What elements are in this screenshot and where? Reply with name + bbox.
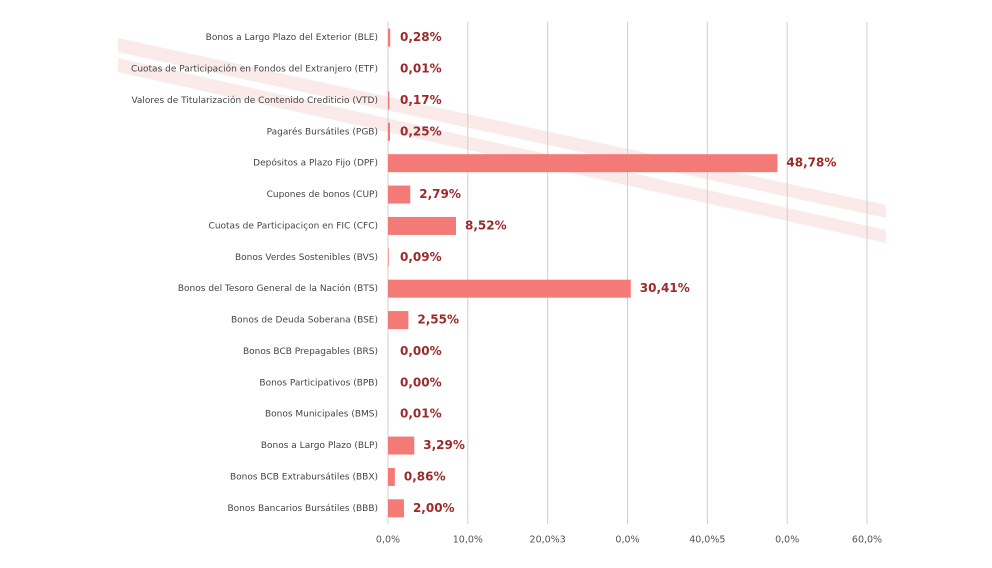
y-tick-label: Bonos a Largo Plazo (BLP) — [261, 441, 378, 451]
bar — [388, 91, 390, 110]
bar — [388, 122, 390, 141]
x-tick-label: 0,0% — [615, 535, 639, 546]
x-tick-label: 20,0%3 — [530, 535, 566, 546]
bar — [388, 28, 391, 47]
value-label: 30,41% — [640, 281, 690, 295]
y-tick-label: Cuotas de Participaciçon en FIC (CFC) — [209, 221, 378, 231]
value-label: 0,01% — [400, 407, 442, 421]
x-tick-label: 40,0%5 — [689, 535, 725, 546]
value-label: 0,86% — [404, 469, 446, 483]
y-tick-label: Cupones de bonos (CUP) — [267, 190, 378, 200]
value-label: 0,00% — [400, 375, 442, 389]
y-tick-label: Bonos Participativos (BPB) — [259, 378, 378, 388]
value-label: 48,78% — [786, 156, 836, 170]
y-tick-label: Bonos del Tesoro General de la Nación (B… — [178, 283, 378, 294]
value-label: 2,79% — [419, 187, 461, 201]
bar — [388, 436, 415, 455]
value-label: 0,28% — [400, 30, 442, 44]
y-tick-label: Depósitos a Plazo Fijo (DPF) — [253, 158, 378, 169]
x-tick-label: 0,0% — [775, 535, 799, 546]
value-label: 0,17% — [400, 93, 442, 107]
value-label: 3,29% — [423, 438, 465, 452]
value-label: 0,25% — [400, 124, 442, 138]
y-tick-label: Bonos Municipales (BMS) — [265, 410, 378, 420]
y-tick-label: Valores de Titularización de Contenido C… — [131, 95, 378, 106]
bar — [388, 248, 389, 267]
value-label: 0,09% — [400, 250, 442, 264]
y-tick-label: Bonos BCB Extrabursátiles (BBX) — [230, 472, 378, 482]
decor-stripe — [118, 58, 886, 243]
y-tick-label: Bonos Bancarios Bursátiles (BBB) — [228, 504, 379, 514]
bar — [388, 467, 395, 486]
x-tick-label: 60,0% — [852, 535, 882, 546]
bar — [388, 499, 404, 518]
y-tick-label: Cuotas de Participación en Fondos del Ex… — [131, 64, 378, 75]
bar — [388, 185, 411, 204]
value-label: 0,01% — [400, 62, 442, 76]
y-tick-label: Bonos a Largo Plazo del Exterior (BLE) — [206, 33, 378, 43]
x-tick-label: 0,0% — [376, 535, 400, 546]
y-tick-label: Bonos de Deuda Soberana (BSE) — [231, 316, 378, 326]
value-label: 2,55% — [417, 313, 459, 327]
bar — [388, 279, 631, 298]
bar — [388, 216, 457, 235]
value-label: 0,00% — [400, 344, 442, 358]
plot: 0,0% 10,0% 20,0%3 0,0% 40,0%5 0,0% 60,0% Bonos … — [131, 22, 882, 546]
x-tick-label: 10,0% — [453, 535, 483, 546]
decor-stripe — [118, 38, 886, 218]
y-tick-label: Pagarés Bursátiles (PGB) — [267, 126, 378, 137]
value-label: 2,00% — [413, 501, 455, 515]
bar — [388, 311, 409, 330]
bar — [388, 154, 778, 173]
y-tick-label: Bonos Verdes Sostenibles (BVS) — [235, 253, 378, 263]
value-label: 8,52% — [465, 218, 507, 232]
y-tick-label: Bonos BCB Prepagables (BRS) — [243, 347, 378, 357]
